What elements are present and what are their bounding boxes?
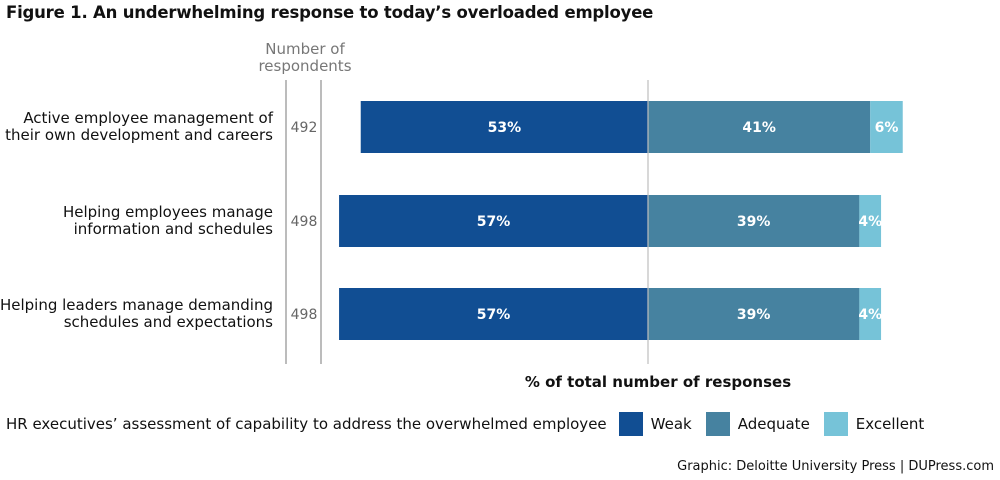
respondents-value: 492 xyxy=(291,120,318,136)
respondents-header-line2: respondents xyxy=(258,57,351,75)
category-label: Active employee management of xyxy=(23,109,273,127)
respondents-value: 498 xyxy=(291,214,318,230)
data-label-excellent: 4% xyxy=(858,214,882,230)
legend-swatch-weak xyxy=(618,412,643,436)
legend-swatch-adequate xyxy=(705,412,730,436)
data-label-adequate: 41% xyxy=(742,120,776,136)
legend-swatch-excellent xyxy=(823,412,848,436)
bar-adequate xyxy=(648,101,871,153)
bar-weak xyxy=(339,195,648,247)
bar-excellent xyxy=(870,101,903,153)
respondents-value: 498 xyxy=(291,307,318,323)
legend-item-excellent: Excellent xyxy=(823,412,925,436)
credit-line: Graphic: Deloitte University Press | DUP… xyxy=(677,459,994,474)
category-label: Helping leaders manage demanding xyxy=(0,296,273,314)
bar-excellent xyxy=(859,288,882,340)
data-label-weak: 53% xyxy=(488,120,522,136)
legend-item-weak: Weak xyxy=(618,412,692,436)
category-label: schedules and expectations xyxy=(64,313,273,331)
figure-title: Figure 1. An underwhelming response to t… xyxy=(6,3,654,22)
data-label-weak: 57% xyxy=(477,214,511,230)
legend-item-adequate: Adequate xyxy=(705,412,810,436)
bar-adequate xyxy=(648,288,860,340)
bar-excellent xyxy=(859,195,882,247)
x-axis-label: % of total number of responses xyxy=(525,373,791,391)
legend-label-weak: Weak xyxy=(650,415,692,433)
legend-label-excellent: Excellent xyxy=(855,415,925,433)
legend: HR executives’ assessment of capability … xyxy=(6,412,938,436)
bar-adequate xyxy=(648,195,860,247)
data-label-adequate: 39% xyxy=(737,307,771,323)
category-label: information and schedules xyxy=(74,220,274,238)
data-label-excellent: 6% xyxy=(875,120,899,136)
bar-weak xyxy=(360,101,648,153)
category-label: Helping employees manage xyxy=(63,203,273,221)
data-label-adequate: 39% xyxy=(737,214,771,230)
data-label-excellent: 4% xyxy=(858,307,882,323)
category-label: their own development and careers xyxy=(5,126,273,144)
bar-weak xyxy=(339,288,648,340)
legend-label-adequate: Adequate xyxy=(737,415,810,433)
legend-caption: HR executives’ assessment of capability … xyxy=(6,415,607,433)
respondents-header-line1: Number of xyxy=(265,40,345,58)
data-label-weak: 57% xyxy=(477,307,511,323)
